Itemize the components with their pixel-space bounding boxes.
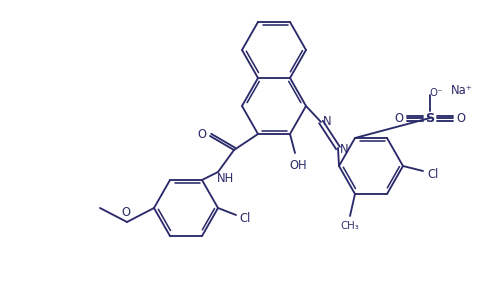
Text: OH: OH: [289, 159, 307, 171]
Text: Na⁺: Na⁺: [451, 84, 473, 96]
Text: O: O: [457, 111, 466, 125]
Text: NH: NH: [217, 173, 235, 185]
Text: Cl: Cl: [427, 167, 439, 181]
Text: O: O: [394, 111, 403, 125]
Text: N: N: [340, 143, 348, 155]
Text: S: S: [425, 111, 435, 125]
Text: CH₃: CH₃: [341, 221, 360, 231]
Text: O⁻: O⁻: [429, 88, 443, 98]
Text: O: O: [198, 128, 207, 140]
Text: Cl: Cl: [240, 212, 250, 226]
Text: N: N: [323, 114, 331, 128]
Text: O: O: [122, 206, 130, 218]
